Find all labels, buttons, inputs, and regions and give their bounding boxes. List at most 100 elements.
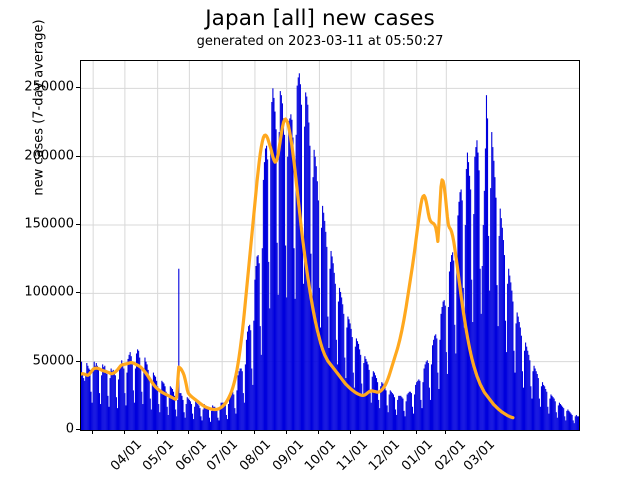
bar (334, 283, 336, 430)
bar (215, 408, 217, 430)
bar (85, 375, 87, 430)
bar (478, 170, 480, 430)
bar (328, 348, 330, 430)
bar (405, 401, 407, 430)
bar (84, 380, 86, 430)
bar (147, 369, 149, 430)
y-axis-tick-label: 250000 (24, 79, 74, 95)
bar (179, 393, 181, 430)
bar (218, 420, 220, 430)
y-axis-tick-mark (76, 224, 80, 225)
bar (469, 175, 471, 430)
bar (192, 413, 194, 430)
bar (547, 406, 549, 430)
bar (203, 404, 205, 430)
bar (358, 343, 360, 430)
chart-title: Japan [all] new cases (205, 6, 435, 31)
bar (571, 414, 573, 430)
bar (151, 383, 153, 430)
bar (194, 406, 196, 430)
y-axis-tick-mark (76, 87, 80, 89)
bar (383, 384, 385, 430)
bar (260, 354, 262, 430)
bar (298, 73, 300, 430)
bar (290, 114, 292, 430)
bar (475, 147, 477, 430)
bar (185, 404, 187, 430)
bar (551, 395, 553, 430)
bar (438, 389, 440, 430)
bar (416, 382, 418, 430)
bar (548, 413, 550, 430)
bar (389, 390, 391, 430)
bar (102, 364, 104, 430)
bar (575, 414, 577, 430)
bar (279, 91, 281, 430)
bar (229, 394, 231, 430)
bar (348, 319, 350, 430)
bar (271, 102, 273, 430)
bar (107, 395, 109, 430)
bar (514, 372, 516, 430)
bar (209, 421, 212, 430)
bar (274, 111, 276, 430)
bar (117, 379, 120, 430)
bar (570, 413, 572, 430)
bar (280, 95, 282, 430)
bar (493, 160, 495, 430)
bar (467, 162, 470, 430)
bar (141, 391, 143, 430)
bar (508, 268, 510, 430)
bar (208, 417, 211, 430)
y-axis-tick-label: 150000 (24, 216, 74, 232)
bar (536, 373, 538, 430)
x-axis-tick-label: 12/01 (366, 437, 404, 475)
bar (253, 320, 255, 430)
bar (451, 255, 453, 430)
bar (109, 378, 111, 430)
bar (89, 369, 91, 430)
bar (462, 287, 464, 430)
bar (477, 152, 479, 430)
bar (262, 179, 264, 430)
bar (101, 375, 103, 430)
bar (232, 391, 234, 430)
bar (374, 375, 377, 430)
bar (380, 386, 382, 430)
bar (434, 335, 436, 430)
x-axis-tick-label: 07/01 (204, 437, 242, 475)
bar (378, 399, 380, 430)
bar (163, 383, 165, 430)
bar (313, 149, 315, 430)
bar (545, 389, 547, 430)
bar (106, 373, 108, 430)
bar (414, 394, 416, 430)
bar (187, 398, 189, 430)
bar (259, 326, 261, 430)
bar (188, 399, 190, 430)
bar (507, 283, 509, 430)
bar (152, 372, 154, 430)
bar (393, 397, 396, 430)
bar (143, 371, 145, 430)
bar (362, 395, 364, 430)
bar (291, 119, 293, 430)
bar (473, 214, 475, 430)
bar (525, 342, 527, 430)
bar (193, 419, 195, 430)
x-axis-tick-label: 04/01 (108, 437, 146, 475)
bar (400, 395, 402, 430)
bar (131, 364, 133, 430)
bar (562, 406, 564, 430)
bar (150, 409, 152, 430)
bar (269, 308, 271, 430)
bar (458, 201, 460, 430)
bar (372, 371, 374, 430)
bar (325, 231, 327, 430)
bar (148, 378, 150, 430)
bar (276, 242, 278, 430)
x-axis-tick-mark (253, 430, 255, 434)
bar (486, 118, 489, 430)
bar (501, 227, 503, 430)
bar (216, 409, 218, 430)
